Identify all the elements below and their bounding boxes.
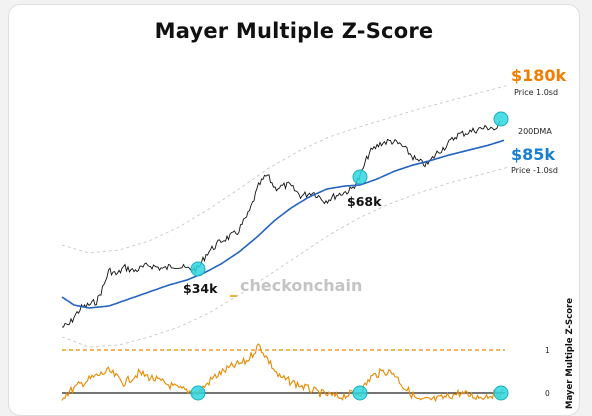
- upper-band-value: $180k: [511, 66, 567, 85]
- zscore-axis-label: Mayer Multiple Z-Score: [565, 298, 575, 409]
- lower-band-value: $85k: [511, 145, 555, 164]
- price-line: [61, 120, 501, 328]
- highlight-marker: [190, 261, 206, 277]
- zscore-line: [61, 343, 504, 403]
- zscore-tick-0: 0: [545, 389, 550, 398]
- highlight-marker: [352, 169, 368, 185]
- highlight-marker: [493, 111, 509, 127]
- highlight-marker: [190, 385, 206, 401]
- upper-band-line: [61, 84, 510, 254]
- upper-band-name: Price 1.0sd: [514, 88, 558, 97]
- watermark: checkonchain: [240, 276, 362, 295]
- lower-band-name: Price -1.0sd: [511, 166, 558, 175]
- chart-svg: $180k Price 1.0sd 200DMA $85k Price -1.0…: [61, 66, 575, 409]
- point-label-68k: $68k: [347, 194, 382, 209]
- lower-band-line: [61, 166, 510, 348]
- chart-title: Mayer Multiple Z-Score: [154, 19, 434, 43]
- dma-name: 200DMA: [518, 127, 552, 136]
- chart-card: Mayer Multiple Z-Score $180k Price 1.0sd…: [8, 4, 580, 416]
- point-label-34k: $34k: [183, 281, 218, 296]
- highlight-marker: [493, 385, 509, 401]
- zscore-tick-1: 1: [545, 346, 550, 355]
- watermark-mark: [230, 295, 237, 297]
- dma-line: [61, 139, 505, 309]
- highlight-marker: [352, 385, 368, 401]
